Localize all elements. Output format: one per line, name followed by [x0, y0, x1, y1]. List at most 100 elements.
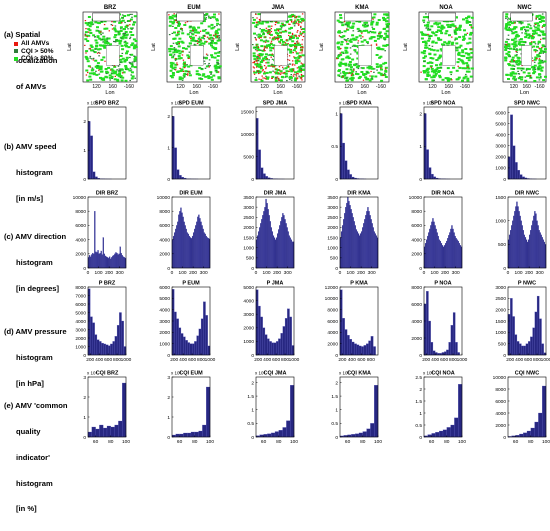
- ytick-label: 0.5: [415, 423, 422, 429]
- amv-point: [254, 67, 255, 68]
- ytick-label: 2: [167, 395, 170, 401]
- amv-point: [511, 65, 514, 67]
- amv-point: [301, 18, 304, 20]
- amv-point: [470, 76, 473, 78]
- amv-point: [447, 67, 450, 69]
- amv-point: [437, 39, 440, 41]
- amv-point: [383, 28, 386, 30]
- amv-point: [533, 49, 536, 51]
- xtick-label: 100: [290, 439, 298, 445]
- amv-point: [125, 80, 128, 82]
- ytick-label: 2000: [75, 252, 86, 258]
- amv-point: [542, 34, 545, 36]
- amv-point: [535, 29, 538, 31]
- histogram-bar: [90, 317, 92, 355]
- amv-point: [121, 48, 124, 50]
- xtick-label: 60: [177, 439, 183, 445]
- axis-exponent-label: x 10⁴: [87, 101, 98, 106]
- ytick-label: 10000: [157, 195, 171, 201]
- amv-point: [382, 17, 385, 19]
- amv-point: [219, 24, 221, 25]
- ytick-label: 4000: [75, 319, 86, 325]
- figure: (a) Spatial localization of AMVs All AMV…: [0, 0, 550, 455]
- amv-point: [214, 26, 216, 27]
- amv-point: [125, 45, 128, 47]
- amv-point: [285, 77, 287, 78]
- amv-point: [289, 52, 292, 54]
- histogram-title: SPD EUM: [178, 101, 203, 107]
- amv-point: [297, 42, 298, 43]
- amv-point: [99, 74, 101, 75]
- amv-point: [170, 48, 173, 50]
- map-xtick-label: 120: [510, 84, 519, 90]
- amv-point: [88, 76, 91, 78]
- ytick-label: 0: [419, 435, 422, 441]
- histogram-bar: [455, 342, 457, 355]
- amv-point: [210, 18, 212, 19]
- amv-point: [377, 66, 380, 68]
- amv-point: [270, 32, 271, 33]
- amv-point: [431, 67, 432, 68]
- amv-point: [97, 53, 98, 54]
- ytick-label: 5000: [243, 285, 254, 291]
- amv-point: [447, 26, 450, 28]
- amv-point: [255, 14, 256, 15]
- map-title: BRZ: [104, 5, 117, 11]
- plot-area: [172, 107, 210, 179]
- histogram-bar: [524, 235, 525, 268]
- histogram-bar: [357, 345, 359, 355]
- histogram-bar: [542, 386, 546, 437]
- histogram-bar: [192, 344, 194, 355]
- amv-point: [90, 67, 91, 68]
- amv-point: [126, 57, 129, 59]
- histogram-bar: [188, 234, 189, 268]
- amv-point: [131, 42, 134, 44]
- amv-point: [86, 79, 89, 81]
- amv-point: [517, 67, 520, 69]
- amv-point: [535, 43, 537, 44]
- amv-point: [270, 43, 271, 44]
- amv-point: [349, 64, 352, 66]
- amv-point: [539, 19, 541, 20]
- amv-point: [511, 22, 514, 24]
- amv-point: [180, 57, 183, 59]
- ytick-label: 1: [335, 408, 338, 414]
- amv-point: [176, 50, 179, 52]
- xtick-label: 200: [273, 270, 281, 276]
- amv-point: [260, 37, 261, 38]
- amv-point: [200, 22, 203, 24]
- amv-point: [177, 41, 180, 43]
- amv-point: [533, 71, 536, 73]
- ytick-label: 2000: [243, 225, 254, 231]
- amv-point: [255, 79, 258, 81]
- amv-point: [533, 25, 535, 26]
- histogram-bar: [530, 230, 531, 268]
- amv-point: [94, 36, 96, 37]
- histogram-bar: [442, 352, 444, 355]
- amv-point: [300, 27, 302, 28]
- histogram-bar: [277, 234, 278, 268]
- amv-point: [109, 79, 111, 80]
- amv-point: [120, 75, 123, 77]
- xtick-label: 300: [116, 270, 124, 276]
- amv-point: [172, 26, 174, 27]
- amv-point: [263, 73, 266, 75]
- ytick-label: 0: [251, 177, 254, 183]
- amv-point: [509, 56, 511, 57]
- amv-point: [505, 41, 508, 43]
- amv-point: [508, 43, 511, 45]
- amv-point: [508, 24, 511, 26]
- continent: [522, 46, 532, 66]
- histogram-bar: [527, 431, 531, 437]
- histogram-bar: [199, 431, 203, 437]
- amv-point: [177, 32, 178, 33]
- ytick-label: 2: [83, 119, 86, 125]
- histogram-bar: [260, 317, 262, 355]
- amv-point: [297, 67, 298, 68]
- amv-point: [366, 67, 369, 69]
- histogram-bar: [426, 240, 427, 268]
- amv-point: [344, 30, 347, 32]
- xtick-label: 100: [542, 439, 550, 445]
- amv-point: [178, 45, 181, 47]
